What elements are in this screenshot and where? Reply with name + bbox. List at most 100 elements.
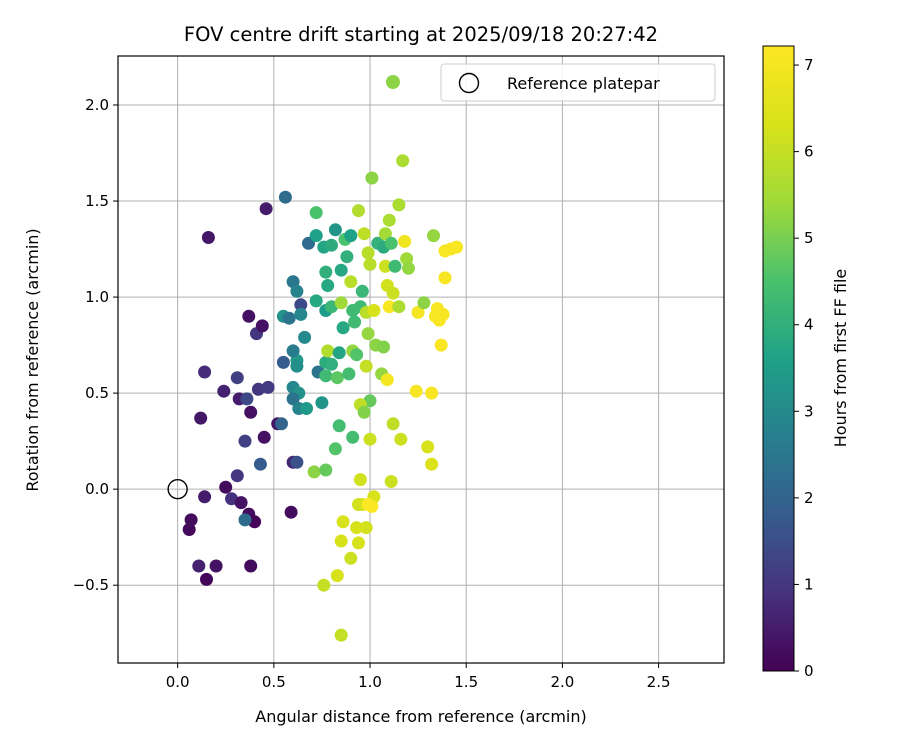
scatter-point (398, 234, 412, 248)
scatter-point (378, 227, 392, 241)
scatter-point (336, 515, 350, 529)
scatter-point (257, 430, 271, 444)
scatter-point (253, 457, 267, 471)
scatter-point (184, 513, 198, 527)
scatter-point (282, 311, 296, 325)
scatter-point (278, 190, 292, 204)
scatter-point (425, 386, 439, 400)
scatter-point (315, 396, 329, 410)
scatter-point (230, 469, 244, 483)
scatter-point (353, 473, 367, 487)
scatter-point (365, 171, 379, 185)
scatter-point (334, 263, 348, 277)
scatter-point (309, 206, 323, 220)
scatter-point (386, 286, 400, 300)
scatter-point (259, 202, 273, 216)
y-tick-label: 2.0 (85, 96, 109, 114)
scatter-point (330, 569, 344, 583)
scatter-point (319, 463, 333, 477)
scatter-point (275, 417, 288, 431)
scatter-point (261, 380, 275, 394)
legend-stray-point (386, 75, 400, 89)
scatter-point (332, 346, 346, 360)
scatter-point (392, 300, 406, 314)
y-tick-label: 0.5 (85, 384, 109, 402)
scatter-point (255, 319, 269, 333)
scatter-point (325, 238, 338, 252)
colorbar-tick-label: 7 (804, 56, 814, 74)
scatter-point (240, 392, 254, 406)
scatter-point (290, 359, 304, 373)
y-tick-label: 1.0 (85, 288, 109, 306)
scatter-point (363, 257, 377, 271)
colorbar-tick-label: 6 (804, 143, 814, 161)
scatter-point (238, 513, 252, 527)
reference-marker (167, 478, 188, 500)
scatter-point (350, 348, 364, 362)
scatter-point (394, 432, 408, 446)
scatter-point (334, 628, 348, 642)
scatter-point (388, 259, 402, 273)
scatter-point (365, 499, 379, 513)
scatter-point (244, 405, 258, 419)
x-tick-label: 1.5 (454, 673, 478, 691)
scatter-point (332, 419, 346, 433)
scatter-point (242, 309, 256, 323)
scatter-point (344, 229, 358, 243)
y-tick-label: −0.5 (73, 576, 109, 594)
scatter-point (436, 307, 450, 321)
scatter-point (244, 559, 258, 573)
colorbar-tick-label: 0 (804, 662, 814, 680)
scatter-point (340, 250, 354, 264)
scatter-point (384, 475, 398, 488)
scatter-point (234, 496, 248, 510)
scatter-point (284, 505, 298, 519)
scatter-point (392, 198, 406, 212)
colorbar-gradient (762, 45, 795, 672)
scatter-point (382, 213, 396, 227)
scatter-point (230, 371, 244, 385)
y-tick-label: 1.5 (85, 192, 109, 210)
scatter-point (334, 296, 348, 310)
scatter-point (200, 572, 213, 586)
scatter-point (219, 480, 233, 494)
scatter-point (321, 279, 335, 292)
scatter-point (319, 369, 333, 383)
scatter-point (294, 307, 308, 321)
scatter-point (396, 154, 410, 168)
scatter-point (319, 265, 333, 279)
scatter-point (417, 296, 431, 310)
scatter-point (361, 327, 375, 341)
scatter-point (355, 284, 369, 298)
scatter-point (346, 430, 360, 444)
legend-label: Reference platepar (507, 74, 660, 93)
colorbar-tick-label: 4 (804, 316, 814, 334)
grid-lines (118, 56, 724, 663)
scatter-point (427, 229, 440, 243)
scatter-point (251, 382, 265, 396)
scatter-point (357, 227, 371, 241)
scatter-point (344, 551, 358, 565)
scatter-point (309, 229, 323, 243)
y-axis-label: Rotation from reference (arcmin) (23, 228, 42, 491)
scatter-point (276, 355, 290, 369)
scatter-point (336, 321, 350, 335)
scatter-point (411, 305, 425, 319)
scatter-point (286, 344, 300, 358)
scatter-point (209, 559, 223, 573)
scatter-point (290, 455, 304, 469)
legend-box (440, 63, 716, 102)
scatter-point (201, 231, 215, 244)
scatter-point (421, 440, 435, 454)
scatter-point (325, 357, 338, 371)
scatter-point (194, 411, 208, 425)
scatter-point (294, 298, 308, 312)
scatter-point (198, 365, 212, 379)
scatter-point (361, 246, 375, 260)
colorbar-tick-label: 2 (804, 489, 814, 507)
scatter-point (352, 536, 365, 550)
scatter-point (300, 402, 313, 415)
y-axis-ticks: −0.5 0.0 0.5 1.0 1.5 2.0 (73, 96, 118, 594)
scatter-point (348, 315, 362, 329)
